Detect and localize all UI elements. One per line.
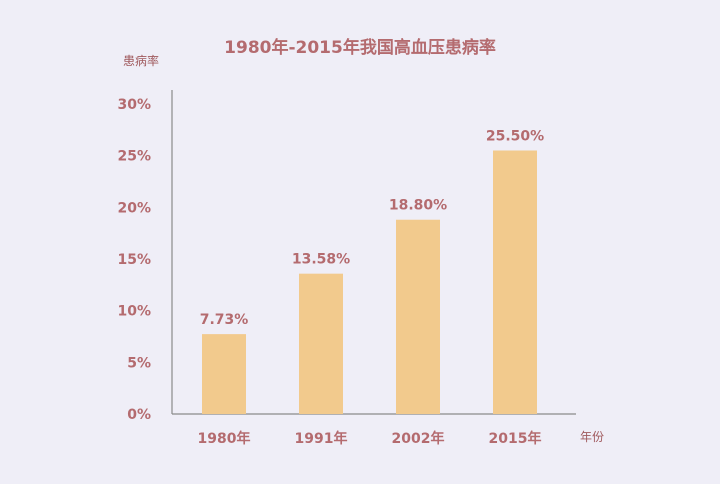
category-label: 2002年 xyxy=(392,430,445,447)
category-label: 1980年 xyxy=(198,430,251,447)
bar xyxy=(202,334,246,414)
y-tick-label: 10% xyxy=(117,304,151,320)
category-label: 2015年 xyxy=(489,430,542,447)
chart-title: 1980年-2015年我国高血压患病率 xyxy=(224,37,496,58)
bar xyxy=(493,150,537,414)
y-tick-label: 0% xyxy=(127,407,151,423)
y-axis-label: 患病率 xyxy=(123,53,159,68)
bar xyxy=(396,219,440,414)
category-labels: 1980年 1991年 2002年 2015年 xyxy=(198,430,542,447)
category-label: 1991年 xyxy=(295,430,348,447)
y-tick-label: 25% xyxy=(117,149,151,165)
data-label: 18.80% xyxy=(389,198,447,214)
data-label: 7.73% xyxy=(200,312,249,328)
data-label: 13.58% xyxy=(292,252,350,268)
y-tick-labels: 0% 5% 10% 15% 20% 25% 30% xyxy=(117,97,151,423)
bar xyxy=(299,273,343,414)
bars xyxy=(202,150,537,414)
y-tick-label: 15% xyxy=(117,252,151,268)
y-tick-label: 5% xyxy=(127,355,151,371)
y-tick-label: 30% xyxy=(117,97,151,113)
data-label: 25.50% xyxy=(486,129,544,145)
y-tick-label: 20% xyxy=(117,200,151,216)
x-axis-label: 年份 xyxy=(580,430,604,444)
data-labels: 7.73% 13.58% 18.80% 25.50% xyxy=(200,129,544,329)
